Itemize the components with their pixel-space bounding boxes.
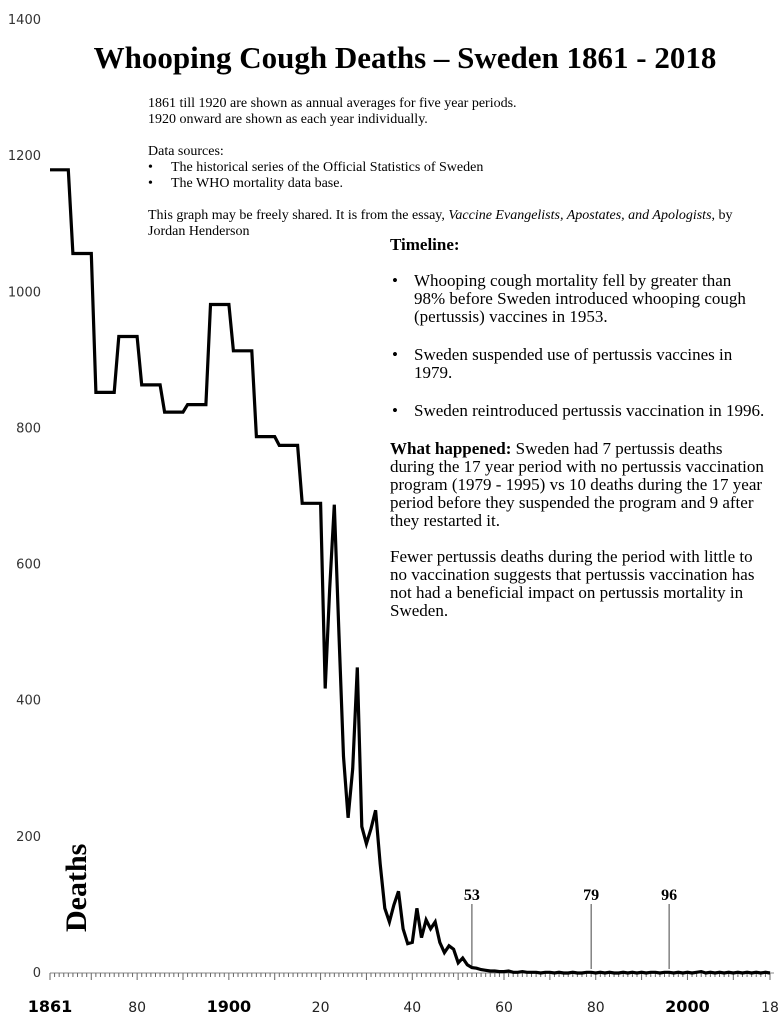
source-item: The historical series of the Official St… [148,160,748,176]
x-tick-label: 80 [128,1000,146,1014]
x-tick-label: 1861 [28,997,73,1014]
notes-line-1: 1861 till 1920 are shown as annual avera… [148,96,517,111]
x-tick-label: 40 [403,1000,421,1014]
sources-list: The historical series of the Official St… [148,160,748,192]
y-tick-label: 800 [16,421,41,436]
vaccine-markers: 53 79 96 [464,887,677,969]
notes-block: 1861 till 1920 are shown as annual avera… [148,96,748,240]
timeline-heading: Timeline: [390,235,460,254]
x-tick-label: 20 [312,1000,330,1014]
what-happened: What happened: Sweden had 7 pertussis de… [390,440,765,530]
share-prefix: This graph may be freely shared. It is f… [148,208,449,223]
x-tick-label: 2000 [665,997,710,1014]
y-tick-label: 0 [33,966,41,981]
timeline-item: Sweden suspended use of pertussis vaccin… [390,346,765,382]
y-tick-label: 400 [16,694,41,709]
y-tick-label: 1000 [8,285,41,300]
x-tick-label: 80 [587,1000,605,1014]
x-tick-label: 60 [495,1000,513,1014]
timeline-block: Timeline: Whooping cough mortality fell … [390,236,765,638]
y-tick-label: 1200 [8,149,41,164]
deaths-line [50,168,771,975]
timeline-list: Whooping cough mortality fell by greater… [390,272,765,421]
y-axis: 0 200 400 600 800 1000 1200 1400 [8,13,41,981]
timeline-item: Whooping cough mortality fell by greater… [390,272,765,326]
y-tick-label: 1400 [8,13,41,28]
chart-title: Whooping Cough Deaths – Sweden 1861 - 20… [93,40,717,75]
x-tick-label: 1900 [207,997,252,1014]
sources-heading: Data sources: [148,144,224,159]
notes-line-2: 1920 onward are shown as each year indiv… [148,112,428,127]
source-item: The WHO mortality data base. [148,176,748,192]
marker-label: 79 [583,887,599,904]
timeline-item: Sweden reintroduced pertussis vaccinatio… [390,402,765,421]
y-tick-label: 200 [16,830,41,845]
what-happened-text: Sweden had 7 pertussis deaths during the… [390,439,764,530]
x-axis: 1861 80 1900 20 40 60 80 2000 18 [28,972,779,1014]
share-suffix: , by Jordan Henderson [148,208,733,239]
marker-label: 96 [661,887,677,904]
conclusion: Fewer pertussis deaths during the period… [390,547,755,620]
marker-label: 53 [464,887,480,904]
what-happened-label: What happened: [390,439,512,458]
x-tick-label: 18 [761,1000,779,1014]
y-tick-label: 600 [16,558,41,573]
share-note: This graph may be freely shared. It is f… [148,208,748,240]
essay-title: Vaccine Evangelists, Apostates, and Apol… [448,208,712,223]
y-axis-label: Deaths [60,844,93,932]
